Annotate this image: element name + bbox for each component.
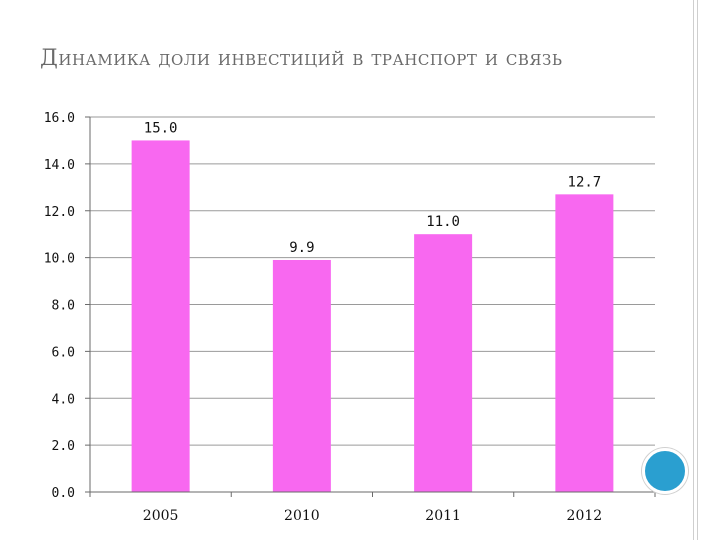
data-label: 11.0 [426, 214, 460, 230]
y-tick-label: 12.0 [44, 205, 75, 220]
data-label: 15.0 [144, 120, 178, 136]
y-tick-label: 6.0 [52, 345, 75, 360]
axes [89, 117, 656, 497]
data-labels: 15.0 9.9 11.0 12.7 [144, 120, 601, 256]
decorative-circle [642, 448, 688, 494]
y-tick-label: 2.0 [52, 439, 75, 454]
data-label: 12.7 [568, 174, 602, 190]
y-tick-label: 8.0 [52, 299, 75, 314]
y-tick-label: 16.0 [44, 111, 75, 126]
y-tick-label: 14.0 [44, 158, 75, 173]
x-tick-label: 2012 [567, 508, 603, 524]
y-tick-label: 10.0 [44, 252, 75, 267]
slide-title: Динамика доли инвестиций в транспорт и с… [40, 46, 563, 71]
bar-2012 [555, 194, 614, 492]
bar-2011 [414, 234, 473, 492]
x-tick-label: 2011 [425, 508, 461, 524]
frame-line-inner [697, 0, 698, 540]
bar-2010 [272, 259, 331, 492]
y-tick-label: 0.0 [52, 486, 75, 501]
y-tick-label: 4.0 [52, 392, 75, 407]
frame-line-outer [693, 0, 694, 540]
x-tick-label: 2005 [143, 508, 179, 524]
y-tick-labels: 0.0 2.0 4.0 6.0 8.0 10.0 12.0 14.0 16.0 [44, 111, 75, 501]
bar-2005 [131, 140, 190, 492]
x-tick-labels: 2005 2010 2011 2012 [143, 508, 602, 524]
data-label: 9.9 [289, 240, 314, 256]
x-tick-label: 2010 [284, 508, 320, 524]
bars [131, 140, 614, 492]
